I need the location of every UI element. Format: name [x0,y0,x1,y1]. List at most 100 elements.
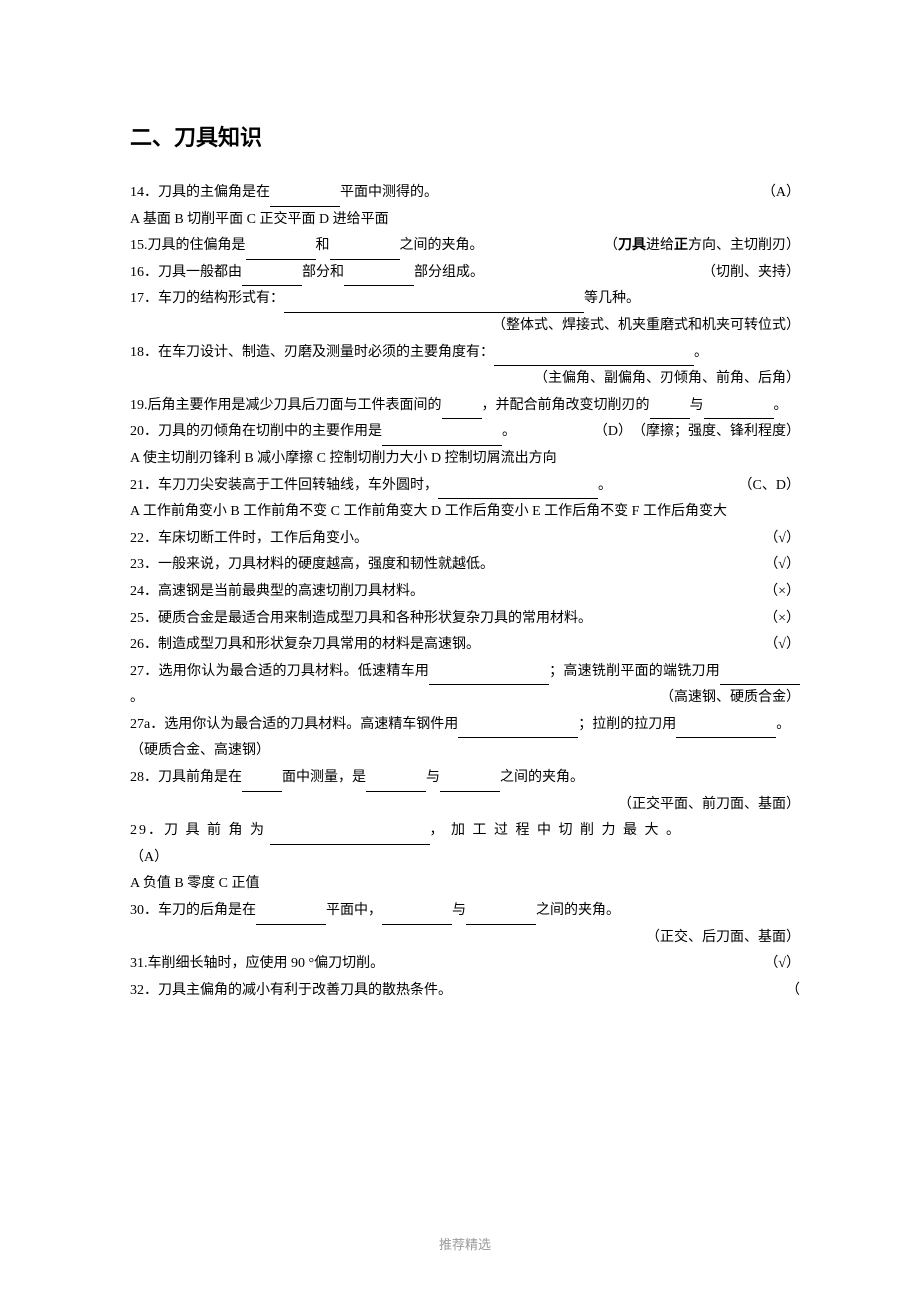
q19-num: 19. [130,398,148,413]
q19-blank3 [704,402,774,420]
q14-t1: 刀具的主偏角是在 [158,185,270,200]
q27a-blank2 [676,721,776,739]
q27-num: 27． [130,664,159,679]
q22-line: 22．车床切断工件时，工作后角变小。 （√） [130,526,800,553]
q27-t2: ；高速铣削平面的端铣刀用 [549,664,720,679]
q20-blank [382,428,502,446]
q27-line: 27．选用你认为最合适的刀具材料。低速精车用 ；高速铣削平面的端铣刀用。 （高速钢… [130,659,800,712]
q17-t2: 等几种。 [584,291,640,306]
q19-t3: 与 [690,398,704,413]
q20-num: 20． [130,424,158,439]
q30-t2: 平面中， [326,903,382,918]
q27a-t1: 选用你认为最合适的刀具材料。高速精车钢件用 [164,717,458,732]
q28-t3: 与 [426,770,440,785]
q24-text: 高速钢是当前最典型的高速切削刀具材料。 [158,584,424,599]
q30-t1: 车刀的后角是在 [158,903,256,918]
q32-num: 32． [130,983,158,998]
q19-blank1 [442,402,482,420]
q29-answer: （A） [130,845,800,872]
q16-blank1 [242,269,302,287]
q26-num: 26． [130,637,158,652]
q28-blank1 [242,774,282,792]
q17-blank [284,295,584,313]
q16-t1: 刀具一般都由 [158,265,242,280]
q29-options: A 负值 B 零度 C 正值 [130,871,800,898]
q27a-blank1 [458,721,578,739]
q32-line: 32．刀具主偏角的减小有利于改善刀具的散热条件。 （ [130,978,800,1005]
q16-answer: （切削、夹持） [702,260,800,287]
q27-t3: 。 [130,690,144,705]
q28-num: 28． [130,770,158,785]
q15-answer: （刀具进给正方向、主切削刃） [604,233,800,260]
q14-answer: （A） [762,180,800,207]
q15-t3: 之间的夹角。 [400,238,484,253]
q16-num: 16． [130,265,158,280]
q20-t2: 。 [502,424,516,439]
q16-t2: 部分和 [302,265,344,280]
q16-line: 16．刀具一般都由部分和部分组成。 （切削、夹持） [130,260,800,287]
q29-num: 29． [130,823,164,838]
q26-text: 制造成型刀具和形状复杂刀具常用的材料是高速钢。 [158,637,480,652]
q29-t2: ， 加 工 过 程 中 切 削 力 最 大 。 [430,823,683,838]
q14-num: 14． [130,185,158,200]
q27a-t3: 。 [776,717,790,732]
q30-answer: （正交、后刀面、基面） [130,925,800,952]
q30-blank3 [466,907,536,925]
q15-t1: 刀具的住偏角是 [148,238,246,253]
q14-blank [270,189,340,207]
q25-text: 硬质合金是最适合用来制造成型刀具和各种形状复杂刀具的常用材料。 [158,611,592,626]
q19-answer: （摩擦；强度、锋利程度） [632,419,800,446]
q25-line: 25．硬质合金是最适合用来制造成型刀具和各种形状复杂刀具的常用材料。 （×） [130,606,800,633]
q14-options: A 基面 B 切削平面 C 正交平面 D 进给平面 [130,207,800,234]
q27a-line: 27a．选用你认为最合适的刀具材料。高速精车钢件用 ；拉削的拉刀用 。 [130,712,800,739]
q32-answer: （ [786,978,800,1005]
q14-t2: 平面中测得的。 [340,185,438,200]
q30-blank2 [382,907,452,925]
q27a-answer: （硬质合金、高速钢） [130,738,800,765]
q26-line: 26．制造成型刀具和形状复杂刀具常用的材料是高速钢。 （√） [130,632,800,659]
q15-blank2 [330,242,400,260]
q21-num: 21． [130,478,158,493]
q28-t4: 之间的夹角。 [500,770,584,785]
section-title: 二、刀具知识 [130,120,800,152]
q17-line: 17．车刀的结构形式有：等几种。 [130,286,800,313]
q21-answer: （C、D） [739,473,800,500]
q23-answer: （√） [764,552,800,579]
q27-answer: （高速钢、硬质合金） [660,685,800,712]
q20-answer: （D） [594,419,632,446]
q18-num: 18． [130,345,158,360]
q15-blank1 [246,242,316,260]
q27a-num: 27a． [130,717,164,732]
q25-num: 25． [130,611,158,626]
q25-answer: （×） [764,606,800,633]
q28-blank3 [440,774,500,792]
q27-t1: 选用你认为最合适的刀具材料。低速精车用 [159,664,430,679]
q21-t1: 车刀刀尖安装高于工件回转轴线，车外圆时， [158,478,438,493]
q27a-t2: ；拉削的拉刀用 [578,717,676,732]
q21-line: 21．车刀刀尖安装高于工件回转轴线，车外圆时，。 （C、D） [130,473,800,500]
q23-text: 一般来说，刀具材料的硬度越高，强度和韧性就越低。 [158,557,494,572]
q14-line: 14．刀具的主偏角是在 平面中测得的。 （A） [130,180,800,207]
q23-line: 23．一般来说，刀具材料的硬度越高，强度和韧性就越低。 （√） [130,552,800,579]
q28-line: 28．刀具前角是在面中测量，是与之间的夹角。 [130,765,800,792]
q27-blank2 [720,667,800,685]
q18-blank [494,348,694,366]
q18-t1: 在车刀设计、制造、刃磨及测量时必须的主要角度有： [158,345,494,360]
q16-blank2 [344,269,414,287]
q22-text: 车床切断工件时，工作后角变小。 [158,531,368,546]
q21-blank [438,481,598,499]
q30-t3: 与 [452,903,466,918]
q28-answer: （正交平面、前刀面、基面） [130,792,800,819]
q31-text: 车削细长轴时，应使用 90 °偏刀切削。 [148,956,385,971]
q31-line: 31.车削细长轴时，应使用 90 °偏刀切削。 （√） [130,951,800,978]
q24-line: 24．高速钢是当前最典型的高速切削刀具材料。 （×） [130,579,800,606]
q31-answer: （√） [764,951,800,978]
q31-num: 31. [130,956,148,971]
q29-t1: 刀 具 前 角 为 [164,823,266,838]
q24-num: 24． [130,584,158,599]
q18-answer: （主偏角、副偏角、刃倾角、前角、后角） [130,366,800,393]
q20-t1: 刀具的刃倾角在切削中的主要作用是 [158,424,382,439]
q24-answer: （×） [764,579,800,606]
q28-t2: 面中测量，是 [282,770,366,785]
q17-t1: 车刀的结构形式有： [158,291,284,306]
